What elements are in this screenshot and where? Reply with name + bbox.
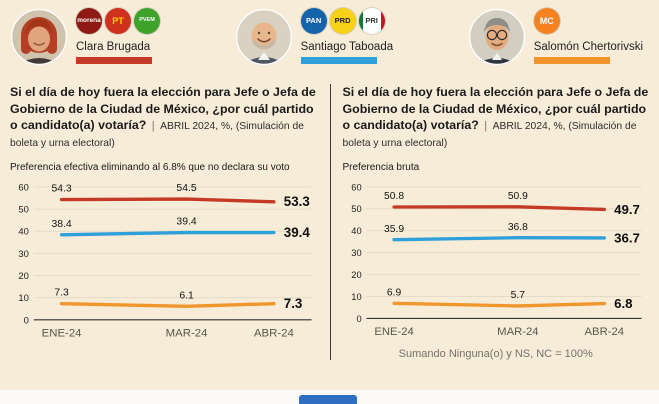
chart-subtitle-right: Preferencia bruta bbox=[342, 162, 420, 173]
series-line bbox=[391, 236, 606, 242]
y-tick-label: 0 bbox=[24, 314, 29, 325]
avatar-clara-brugada-photo bbox=[10, 8, 68, 66]
candidates-header: morena PT PVEM Clara Brugada bbox=[0, 0, 659, 78]
y-tick-label: 10 bbox=[351, 292, 361, 302]
x-tick-label: ABR-24 bbox=[584, 326, 624, 338]
value-label: 50.9 bbox=[507, 191, 527, 202]
party-logo-mc: MC bbox=[533, 8, 560, 34]
candidate-clara-brugada: morena PT PVEM Clara Brugada bbox=[10, 8, 160, 78]
avatar-santiago-taboada-photo bbox=[235, 8, 292, 66]
poll-qualifier-text: ABRIL 2024, %, (Simulación de boleta y u… bbox=[10, 121, 304, 150]
chart-footnote: Sumando Ninguna(o) y NS, NC = 100% bbox=[398, 347, 593, 360]
chart-container-right: 0 10 20 30 40 50 60 ENE-24 MAR-24 ABR-24 50.8 50.9 4… bbox=[343, 177, 650, 346]
party-logo-prd: PRD bbox=[329, 8, 356, 34]
series-line bbox=[59, 301, 276, 309]
candidate-name: Santiago Taboada bbox=[300, 41, 394, 53]
value-label: 6.1 bbox=[179, 290, 194, 301]
final-value-label: 49.7 bbox=[614, 202, 640, 217]
poll-panels: Si el día de hoy fuera la elección para … bbox=[0, 78, 659, 360]
y-tick-label: 30 bbox=[18, 248, 28, 259]
value-label: 39.4 bbox=[176, 217, 196, 228]
value-label: 35.9 bbox=[384, 224, 404, 235]
value-label: 36.8 bbox=[507, 222, 527, 233]
publisher-logo-fragment bbox=[299, 395, 357, 404]
party-logo-morena: morena bbox=[76, 8, 102, 34]
poll-qualifier-text: ABRIL 2024, %, (Simulación de boleta y u… bbox=[342, 121, 637, 150]
y-tick-label: 40 bbox=[18, 226, 28, 237]
party-logos-chertorivski: MC bbox=[533, 8, 643, 35]
chart-subtitle-left: Preferencia efectiva eliminando al 6.8% … bbox=[10, 162, 290, 173]
party-logo-pt: PT bbox=[105, 8, 131, 34]
candidate-name: Salomón Chertorivski bbox=[533, 41, 643, 53]
value-label: 38.4 bbox=[51, 219, 71, 230]
y-tick-label: 50 bbox=[18, 204, 28, 215]
y-tick-label: 10 bbox=[18, 292, 28, 303]
y-tick-label: 50 bbox=[351, 204, 361, 214]
party-logo-pri: PRI bbox=[358, 8, 385, 34]
panel-preferencia-bruta: Si el día de hoy fuera la elección para … bbox=[329, 84, 650, 360]
poll-question-left: Si el día de hoy fuera la elección para … bbox=[10, 84, 320, 152]
avatar-salomon-chertorivski-photo bbox=[468, 8, 525, 66]
title-separator: | bbox=[151, 120, 155, 133]
candidate-info: MC Salomón Chertorivski bbox=[533, 8, 643, 64]
x-tick-label: MAR-24 bbox=[166, 328, 208, 340]
final-value-label: 7.3 bbox=[284, 296, 303, 311]
value-label: 50.8 bbox=[384, 191, 404, 202]
value-label: 5.7 bbox=[510, 290, 525, 301]
y-tick-label: 60 bbox=[18, 181, 28, 192]
y-tick-label: 40 bbox=[351, 226, 361, 236]
poll-question-text: Si el día de hoy fuera la elección para … bbox=[10, 85, 316, 133]
preference-line-chart-effective: 0 10 20 30 40 50 60 ENE-24 MAR-24 ABR-24 54.3 54.5 5… bbox=[18, 181, 312, 340]
poll-question-right: Si el día de hoy fuera la elección para … bbox=[343, 84, 650, 152]
poll-question-text: Si el día de hoy fuera la elección para … bbox=[342, 85, 649, 133]
candidate-color-bar bbox=[300, 57, 377, 64]
y-tick-label: 20 bbox=[351, 270, 361, 280]
candidate-santiago-taboada: PAN PRD PRI Santiago Taboada bbox=[235, 8, 394, 78]
y-tick-label: 0 bbox=[356, 314, 361, 324]
x-tick-label: ENE-24 bbox=[42, 328, 82, 340]
party-logos-taboada: PAN PRD PRI bbox=[300, 8, 394, 35]
value-label: 7.3 bbox=[54, 288, 69, 299]
candidate-info: morena PT PVEM Clara Brugada bbox=[76, 8, 160, 64]
x-tick-label: ABR-24 bbox=[254, 328, 294, 340]
value-label: 6.9 bbox=[386, 287, 401, 298]
series-line bbox=[391, 301, 606, 308]
preference-line-chart-gross: 0 10 20 30 40 50 60 ENE-24 MAR-24 ABR-24 50.8 50.9 4… bbox=[351, 182, 642, 338]
y-tick-label: 60 bbox=[351, 182, 361, 192]
chart-container-left: 0 10 20 30 40 50 60 ENE-24 MAR-24 ABR-24 54.3 54.5 5… bbox=[10, 177, 320, 348]
y-tick-label: 30 bbox=[351, 248, 361, 258]
series-line bbox=[391, 205, 606, 212]
x-tick-label: MAR-24 bbox=[497, 326, 538, 338]
candidate-info: PAN PRD PRI Santiago Taboada bbox=[300, 8, 394, 64]
party-logo-pvem: PVEM bbox=[134, 8, 160, 34]
y-tick-label: 20 bbox=[18, 270, 28, 281]
value-label: 54.3 bbox=[51, 184, 71, 195]
party-logo-pan: PAN bbox=[300, 8, 327, 34]
candidate-salomon-chertorivski: MC Salomón Chertorivski bbox=[468, 8, 643, 78]
final-value-label: 36.7 bbox=[614, 230, 640, 245]
final-value-label: 53.3 bbox=[284, 194, 310, 209]
candidate-color-bar bbox=[76, 57, 152, 64]
series-line bbox=[59, 197, 276, 204]
x-tick-label: ENE-24 bbox=[374, 326, 414, 338]
value-label: 54.5 bbox=[176, 183, 196, 194]
party-logos-brugada: morena PT PVEM bbox=[76, 8, 160, 35]
final-value-label: 6.8 bbox=[614, 296, 632, 311]
series-line bbox=[59, 230, 276, 237]
panel-preferencia-efectiva: Si el día de hoy fuera la elección para … bbox=[10, 84, 330, 360]
final-value-label: 39.4 bbox=[284, 225, 311, 240]
candidate-name: Clara Brugada bbox=[76, 41, 151, 53]
candidate-color-bar bbox=[533, 57, 610, 64]
title-separator: | bbox=[484, 120, 488, 133]
